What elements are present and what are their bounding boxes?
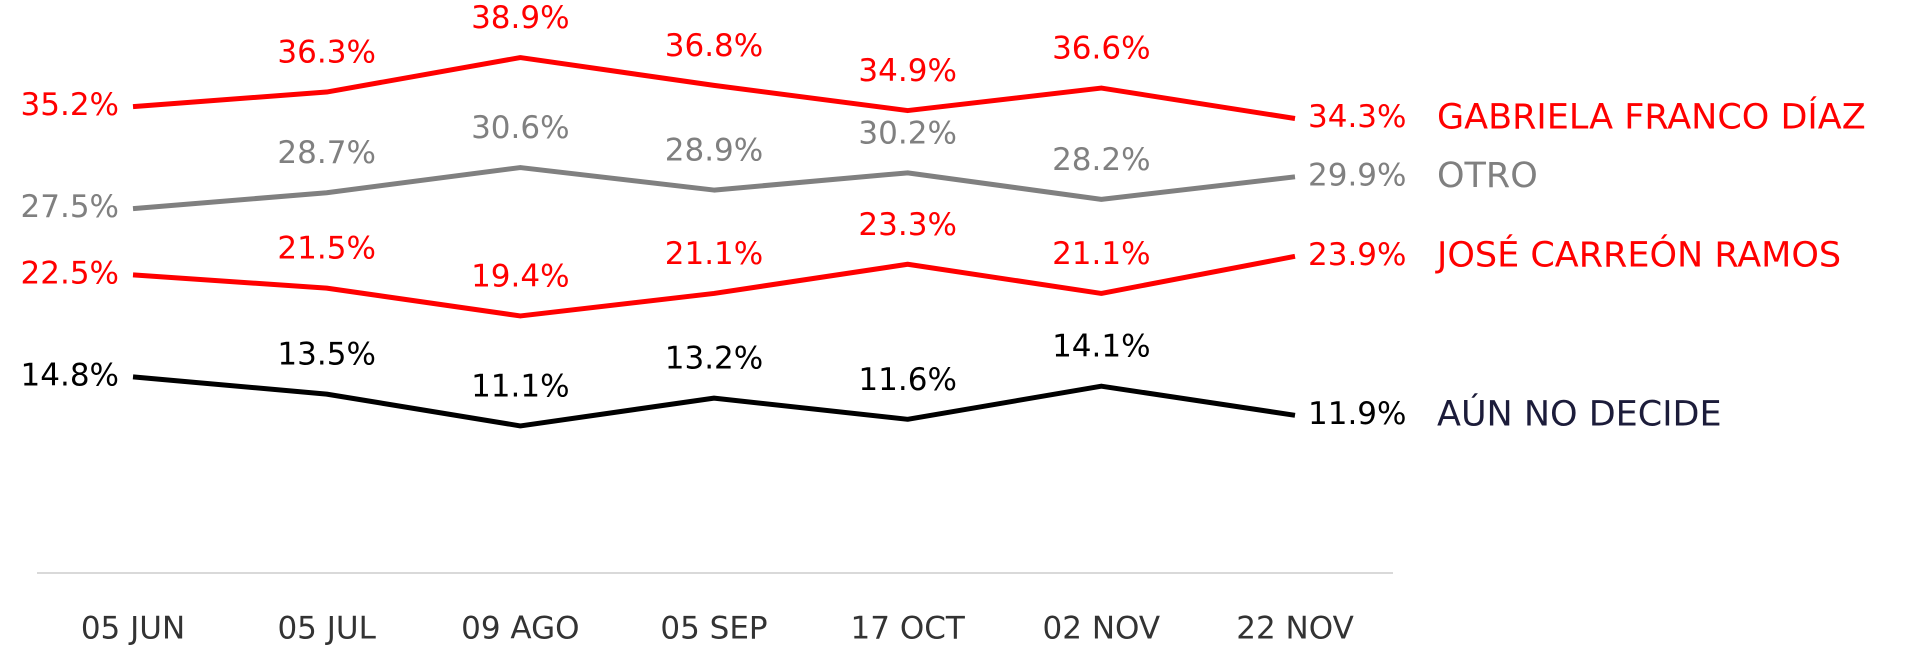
data-label: 29.9% bbox=[1308, 157, 1406, 193]
data-label: 13.2% bbox=[665, 341, 763, 377]
data-label: 28.7% bbox=[277, 135, 375, 171]
data-label: 14.1% bbox=[1052, 329, 1150, 365]
data-label: 36.3% bbox=[277, 35, 375, 71]
data-label: 28.9% bbox=[665, 133, 763, 169]
legend-label: OTRO bbox=[1437, 156, 1538, 196]
data-label: 30.2% bbox=[858, 115, 956, 151]
data-label: 38.9% bbox=[471, 0, 569, 36]
series-line bbox=[132, 55, 1296, 121]
data-label: 13.5% bbox=[277, 337, 375, 373]
x-tick-label: 05 SEP bbox=[660, 611, 767, 647]
x-tick-label: 05 JUN bbox=[81, 611, 185, 647]
x-tick-label: 17 OCT bbox=[851, 611, 966, 647]
data-label: 21.1% bbox=[665, 236, 763, 272]
data-label: 34.3% bbox=[1308, 99, 1406, 135]
data-label: 28.2% bbox=[1052, 142, 1150, 178]
x-tick-label: 05 JUL bbox=[277, 611, 376, 647]
x-tick-label: 22 NOV bbox=[1236, 611, 1354, 647]
data-label: 27.5% bbox=[21, 189, 119, 225]
data-label: 23.3% bbox=[858, 207, 956, 243]
data-label: 21.1% bbox=[1052, 236, 1150, 272]
legend-label: AÚN NO DECIDE bbox=[1437, 392, 1722, 434]
data-label: 19.4% bbox=[471, 258, 569, 294]
data-label: 21.5% bbox=[277, 231, 375, 267]
data-label: 11.6% bbox=[858, 362, 956, 398]
data-label: 36.6% bbox=[1052, 31, 1150, 67]
legend-label: JOSÉ CARREÓN RAMOS bbox=[1435, 233, 1841, 275]
data-label: 34.9% bbox=[858, 53, 956, 89]
data-label: 35.2% bbox=[21, 87, 119, 123]
legend-label: GABRIELA FRANCO DÍAZ bbox=[1437, 96, 1866, 138]
data-label: 22.5% bbox=[21, 255, 119, 291]
x-tick-label: 02 NOV bbox=[1043, 611, 1161, 647]
series-line bbox=[132, 165, 1296, 212]
data-label: 23.9% bbox=[1308, 237, 1406, 273]
series-line bbox=[132, 374, 1296, 429]
data-label: 11.1% bbox=[471, 368, 569, 404]
x-tick-label: 09 AGO bbox=[461, 611, 579, 647]
data-label: 36.8% bbox=[665, 28, 763, 64]
series-line bbox=[132, 253, 1296, 319]
data-label: 14.8% bbox=[21, 357, 119, 393]
data-label: 30.6% bbox=[471, 110, 569, 146]
data-label: 11.9% bbox=[1308, 396, 1406, 432]
